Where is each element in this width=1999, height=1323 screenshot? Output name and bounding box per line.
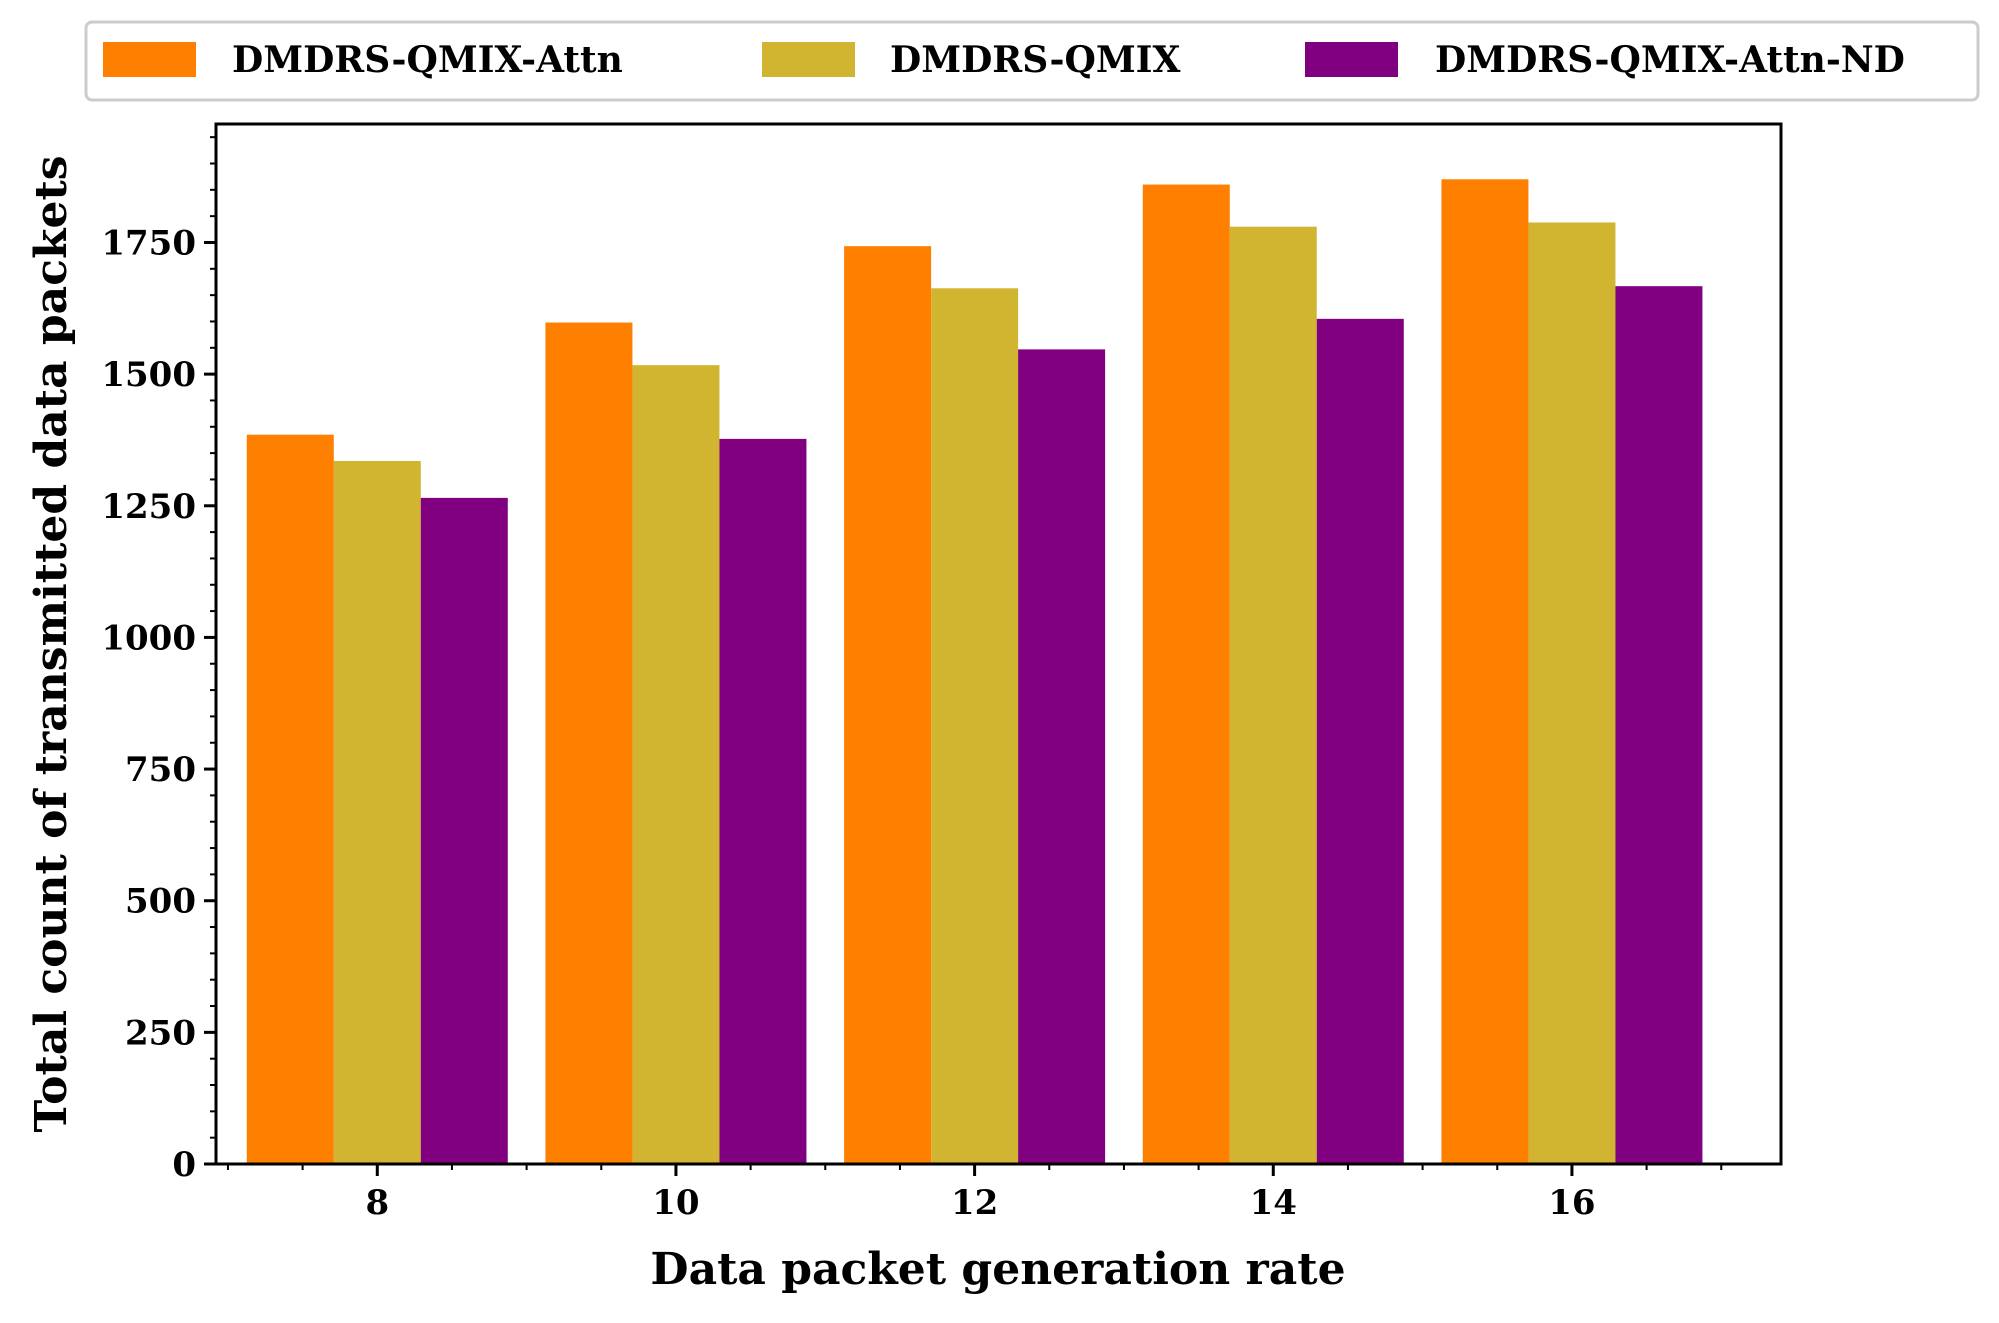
- bar-dmdrs-qmix-attn-8: [246, 434, 334, 1164]
- legend-frame: [84, 20, 1980, 102]
- bar-dmdrs-qmix-attn-16: [1441, 179, 1529, 1164]
- bars: [246, 179, 1703, 1165]
- legend-label-dmdrs-qmix-attn-nd: DMDRS-QMIX-Attn-ND: [1435, 39, 1905, 81]
- x-tick-label-8: 8: [365, 1183, 389, 1223]
- y-axis: 0 250 500 750 1000 1250 1500 1750: [101, 136, 216, 1185]
- bar-dmdrs-qmix-attn-nd-10: [719, 438, 807, 1164]
- legend-label-dmdrs-qmix-attn: DMDRS-QMIX-Attn: [232, 39, 623, 81]
- legend-swatch-dmdrs-qmix-attn: [103, 42, 196, 77]
- y-tick-label-0: 0: [172, 1145, 196, 1185]
- bar-dmdrs-qmix-attn-12: [844, 246, 932, 1164]
- bar-dmdrs-qmix-attn-nd-12: [1018, 349, 1106, 1165]
- y-tick-label-750: 750: [125, 750, 196, 790]
- y-tick-label-1000: 1000: [101, 618, 196, 658]
- x-tick-label-14: 14: [1250, 1183, 1297, 1223]
- y-tick-label-1250: 1250: [101, 487, 196, 527]
- x-tick-label-12: 12: [951, 1183, 998, 1223]
- x-tick-label-16: 16: [1548, 1183, 1595, 1223]
- y-tick-label-1750: 1750: [101, 223, 196, 263]
- legend-label-dmdrs-qmix: DMDRS-QMIX: [890, 39, 1181, 81]
- y-tick-label-500: 500: [125, 882, 196, 922]
- bar-dmdrs-qmix-attn-nd-14: [1316, 318, 1404, 1164]
- x-tick-label-10: 10: [652, 1183, 699, 1223]
- legend-swatch-dmdrs-qmix-attn-nd: [1305, 42, 1398, 77]
- legend-swatch-dmdrs-qmix: [762, 42, 855, 77]
- plot-frame: [214, 122, 1783, 1166]
- x-axis: 8 10 12 14 16: [226, 1164, 1723, 1223]
- bar-dmdrs-qmix-10: [632, 365, 720, 1164]
- y-tick-label-1500: 1500: [101, 355, 196, 395]
- legend: DMDRS-QMIX-Attn DMDRS-QMIX DMDRS-QMIX-At…: [84, 20, 1980, 102]
- bar-dmdrs-qmix-attn-nd-16: [1615, 286, 1703, 1164]
- bar-dmdrs-qmix-8: [333, 461, 421, 1164]
- y-tick-label-250: 250: [125, 1013, 196, 1053]
- x-axis-title: Data packet generation rate: [650, 1244, 1345, 1295]
- y-axis-title: Total count of transmitted data packets: [26, 155, 77, 1132]
- bar-dmdrs-qmix-14: [1229, 226, 1317, 1165]
- bar-dmdrs-qmix-16: [1528, 222, 1616, 1164]
- bar-dmdrs-qmix-attn-nd-8: [420, 497, 508, 1164]
- bar-dmdrs-qmix-attn-10: [545, 322, 633, 1165]
- bar-dmdrs-qmix-12: [931, 288, 1019, 1164]
- bar-dmdrs-qmix-attn-14: [1142, 184, 1230, 1165]
